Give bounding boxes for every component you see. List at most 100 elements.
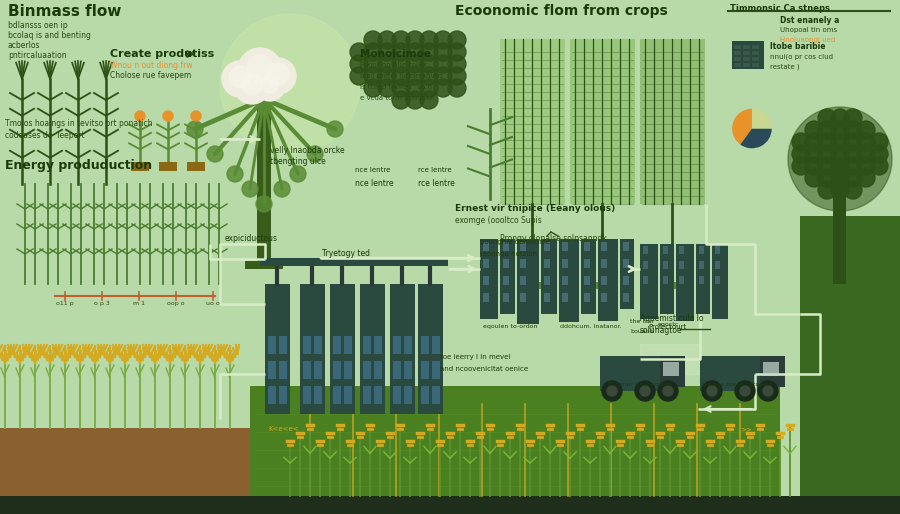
Text: Wnou n out diong frw: Wnou n out diong frw xyxy=(110,61,193,70)
Circle shape xyxy=(663,386,673,396)
Circle shape xyxy=(392,79,410,97)
Circle shape xyxy=(242,181,258,197)
Bar xyxy=(752,57,759,61)
Text: pntircaluaation: pntircaluaation xyxy=(8,51,67,60)
Text: bouaob: bouaob xyxy=(630,329,653,334)
Circle shape xyxy=(831,121,849,139)
Circle shape xyxy=(448,79,466,97)
Bar xyxy=(620,239,634,309)
Circle shape xyxy=(406,43,424,61)
Bar xyxy=(520,276,526,285)
Bar xyxy=(623,242,629,251)
Bar xyxy=(559,239,579,322)
Circle shape xyxy=(818,109,836,127)
Bar xyxy=(360,284,385,414)
Text: >>: >> xyxy=(740,426,752,432)
Circle shape xyxy=(805,121,823,139)
Circle shape xyxy=(274,181,290,197)
Text: nce lentre: nce lentre xyxy=(355,167,391,173)
Circle shape xyxy=(818,145,836,163)
Circle shape xyxy=(378,43,396,61)
Circle shape xyxy=(788,107,892,211)
Bar xyxy=(500,239,515,314)
Circle shape xyxy=(831,133,849,151)
Text: uo o: uo o xyxy=(206,301,220,306)
Circle shape xyxy=(870,133,888,151)
Circle shape xyxy=(818,121,836,139)
Bar xyxy=(268,386,276,404)
Bar xyxy=(640,39,705,204)
Circle shape xyxy=(241,73,263,95)
Circle shape xyxy=(220,14,360,154)
Circle shape xyxy=(230,66,251,88)
Bar xyxy=(590,282,614,289)
Bar xyxy=(581,239,596,314)
Circle shape xyxy=(763,386,773,396)
Bar xyxy=(390,284,415,414)
Text: eqoulen to-ordon: eqoulen to-ordon xyxy=(483,324,537,329)
Bar xyxy=(715,246,720,254)
Bar xyxy=(679,246,684,254)
Bar xyxy=(300,284,325,414)
Bar xyxy=(520,259,526,268)
Bar xyxy=(544,293,550,302)
Circle shape xyxy=(602,381,622,401)
Circle shape xyxy=(607,386,617,396)
Circle shape xyxy=(364,67,382,85)
Bar xyxy=(245,261,283,269)
Bar xyxy=(743,63,750,67)
Circle shape xyxy=(831,145,849,163)
Circle shape xyxy=(267,63,289,85)
Circle shape xyxy=(163,111,173,121)
Bar xyxy=(268,361,276,379)
Circle shape xyxy=(857,133,875,151)
Circle shape xyxy=(191,111,201,121)
Text: Uhopoal tin oms: Uhopoal tin oms xyxy=(780,27,837,33)
Text: Prongy olonalse solpsanndk: Prongy olonalse solpsanndk xyxy=(500,234,607,243)
Bar xyxy=(570,39,635,204)
Circle shape xyxy=(307,146,323,162)
Circle shape xyxy=(406,55,424,73)
Circle shape xyxy=(792,133,810,151)
Bar xyxy=(600,356,660,391)
Bar xyxy=(660,356,685,387)
Text: tbengting ulce: tbengting ulce xyxy=(270,157,326,166)
Bar xyxy=(660,282,684,289)
Bar xyxy=(663,276,668,284)
Bar xyxy=(432,336,440,354)
Bar xyxy=(541,239,557,314)
Text: m 1: m 1 xyxy=(133,301,145,306)
Circle shape xyxy=(406,91,424,109)
Circle shape xyxy=(448,55,466,73)
Bar xyxy=(159,162,177,171)
Circle shape xyxy=(350,43,368,61)
Bar xyxy=(374,386,382,404)
Bar xyxy=(0,496,900,514)
Bar xyxy=(314,336,322,354)
Bar xyxy=(421,361,429,379)
Bar xyxy=(623,259,629,268)
Bar xyxy=(601,276,607,285)
Bar xyxy=(623,293,629,302)
Circle shape xyxy=(227,166,243,182)
Circle shape xyxy=(256,196,272,212)
Circle shape xyxy=(740,386,750,396)
Bar xyxy=(700,356,760,391)
Circle shape xyxy=(406,31,424,49)
Circle shape xyxy=(392,55,410,73)
Bar xyxy=(260,258,448,266)
Bar xyxy=(763,362,779,376)
Bar xyxy=(734,63,741,67)
Text: rce lentre: rce lentre xyxy=(418,167,452,173)
Text: poonghie denatome: poonghie denatome xyxy=(480,239,550,245)
Circle shape xyxy=(857,157,875,175)
Circle shape xyxy=(448,67,466,85)
Bar xyxy=(743,57,750,61)
Bar xyxy=(374,336,382,354)
Circle shape xyxy=(420,55,438,73)
Text: e vcda torm houdaklt: e vcda torm houdaklt xyxy=(360,95,435,101)
Circle shape xyxy=(327,121,343,137)
Circle shape xyxy=(448,31,466,49)
Circle shape xyxy=(857,169,875,187)
Bar xyxy=(363,336,371,354)
